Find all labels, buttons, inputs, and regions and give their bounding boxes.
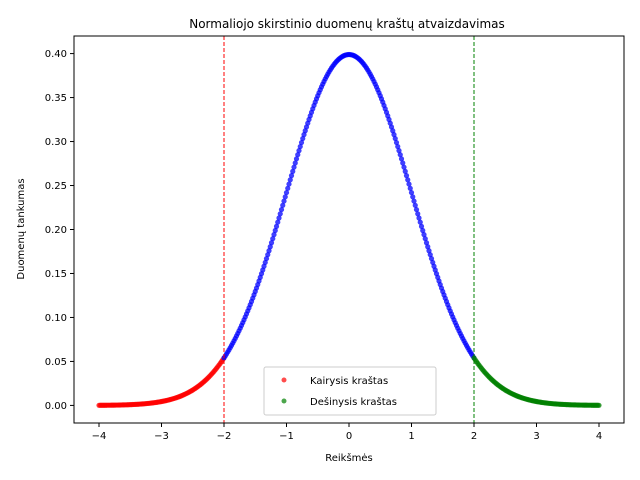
y-axis-ticks: 0.00 0.05 0.10 0.15 0.20 0.25 0.30 0.35 0.40 — [45, 49, 74, 412]
data-point — [277, 211, 283, 217]
data-point — [270, 236, 276, 242]
data-point — [282, 194, 288, 200]
y-tick-label: 0.15 — [45, 269, 67, 280]
x-tick-label: −3 — [154, 431, 169, 442]
data-point — [268, 240, 275, 246]
data-point — [276, 215, 282, 221]
data-point — [421, 232, 427, 238]
data-point — [278, 206, 285, 213]
data-point — [296, 148, 302, 154]
y-tick-label: 0.30 — [45, 137, 67, 148]
data-point — [265, 252, 271, 258]
y-tick-label: 0.00 — [45, 401, 67, 412]
data-point — [407, 185, 413, 191]
data-point — [273, 223, 280, 229]
data-point — [398, 156, 405, 162]
data-point — [596, 402, 602, 408]
data-point — [401, 164, 407, 170]
y-tick-label: 0.05 — [45, 357, 67, 368]
y-tick-label: 0.10 — [45, 313, 67, 324]
x-axis-label: Reikšmės — [325, 452, 373, 464]
data-point — [391, 132, 397, 138]
data-point — [392, 135, 398, 142]
data-point — [275, 219, 281, 225]
data-point — [427, 252, 433, 258]
plot-area — [96, 51, 602, 408]
legend: Kairysis kraštas Dešinysis kraštas — [263, 366, 437, 416]
x-tick-label: −1 — [279, 431, 294, 442]
data-point — [291, 164, 297, 170]
x-tick-label: −4 — [92, 431, 107, 442]
x-tick-label: 1 — [408, 431, 414, 442]
data-point — [300, 135, 306, 142]
data-point — [418, 223, 425, 229]
y-tick-label: 0.40 — [45, 49, 67, 60]
data-point — [405, 177, 411, 183]
data-point — [266, 248, 272, 254]
data-point — [280, 202, 286, 208]
data-point — [425, 244, 431, 250]
y-tick-label: 0.25 — [45, 181, 67, 192]
legend-label-right-tail: Dešinysis kraštas — [310, 396, 397, 408]
series-0 — [96, 355, 227, 408]
data-point — [393, 139, 400, 146]
y-tick-label: 0.35 — [45, 93, 67, 104]
chart-title: Normaliojo skirstinio duomenų kraštų atv… — [189, 17, 505, 31]
data-point — [406, 181, 412, 187]
data-point — [416, 215, 422, 221]
data-point — [408, 189, 415, 196]
x-axis-ticks: −4 −3 −2 −1 0 1 2 3 4 — [92, 423, 602, 442]
data-point — [426, 248, 432, 254]
data-point — [290, 168, 296, 174]
x-tick-label: −2 — [217, 431, 232, 442]
x-tick-label: 3 — [533, 431, 539, 442]
data-point — [287, 177, 293, 183]
series-2 — [471, 355, 602, 408]
data-point — [283, 189, 290, 196]
data-point — [423, 240, 430, 246]
data-point — [396, 148, 402, 154]
data-point — [267, 244, 273, 250]
data-point — [281, 198, 287, 204]
threshold-lines — [223, 36, 475, 423]
data-point — [397, 152, 403, 158]
data-point — [263, 255, 270, 262]
data-point — [411, 198, 417, 204]
y-tick-label: 0.20 — [45, 225, 67, 236]
legend-label-left-tail: Kairysis kraštas — [310, 375, 388, 387]
x-tick-label: 4 — [596, 431, 602, 442]
data-point — [272, 227, 278, 234]
data-point — [298, 139, 305, 146]
legend-marker-right-tail — [281, 398, 287, 404]
data-point — [285, 185, 291, 191]
data-point — [417, 219, 423, 225]
data-point — [293, 156, 300, 162]
x-tick-label: 0 — [346, 431, 352, 442]
data-point — [403, 173, 410, 179]
data-point — [420, 227, 426, 234]
data-point — [288, 173, 295, 179]
data-point — [410, 194, 416, 200]
data-point — [292, 160, 298, 166]
series-1 — [221, 51, 477, 361]
data-point — [295, 152, 301, 158]
legend-marker-left-tail — [281, 377, 287, 383]
data-point — [422, 236, 428, 242]
data-point — [395, 143, 401, 150]
legend-box — [263, 366, 437, 416]
data-point — [415, 211, 421, 217]
data-point — [271, 232, 277, 238]
data-point — [413, 206, 420, 213]
y-axis-label: Duomenų tankumas — [16, 178, 27, 279]
data-point — [400, 160, 406, 166]
data-point — [402, 168, 408, 174]
x-tick-label: 2 — [471, 431, 477, 442]
data-point — [412, 202, 418, 208]
data-point — [297, 143, 303, 150]
data-point — [286, 181, 292, 187]
